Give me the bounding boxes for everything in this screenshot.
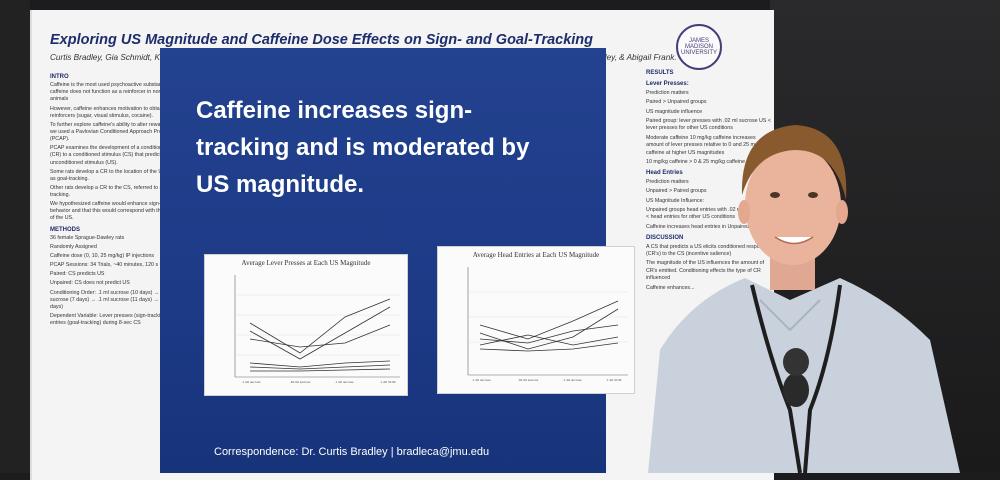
x-tick: .1 ml sucrose <box>335 380 354 384</box>
x-tick: .02 ml sucrose <box>518 378 539 382</box>
series-line <box>479 308 619 350</box>
right_column-bullet: Prediction matters <box>646 89 689 96</box>
left_column-bullet: Dependent Variable: Lever presses (sign-… <box>50 312 192 327</box>
right_column-section-header: Head Entries <box>646 170 683 177</box>
right_column-section-header: DISCUSSION <box>646 235 684 242</box>
right_column-bullet: 10 mg/kg caffeine > 0 & 25 mg/kg caffein… <box>646 159 745 166</box>
series-line <box>479 300 619 340</box>
wall-left <box>0 0 30 473</box>
series-line <box>249 364 391 370</box>
series-line <box>479 334 619 346</box>
right_column-bullet: Prediction matters <box>646 178 689 185</box>
right_column-bullet: Caffeine increases head entries in Unpai… <box>646 223 767 230</box>
x-tick: .1 ml SCM <box>606 378 622 382</box>
poster-title: Exploring US Magnitude and Caffeine Dose… <box>50 32 594 48</box>
x-tick: .1 ml sucrose <box>472 378 491 382</box>
right_column-section-header: RESULTS <box>646 70 674 76</box>
head-entry-chart: Average Head Entries at Each US Magnitud… <box>437 246 635 394</box>
left_column-bullet: Conditioning Order: .1 ml sucrose (10 da… <box>50 289 192 310</box>
series-line <box>249 298 391 354</box>
series-line <box>249 324 391 348</box>
left_column-bullet: Caffeine dose (0, 10, 25 mg/kg) IP injec… <box>50 253 155 259</box>
wall-right <box>770 0 1000 473</box>
lever-press-chart: Average Lever Presses at Each US Magnitu… <box>204 254 408 396</box>
poster-right-column: RESULTS Lever Presses: Prediction matters P… <box>646 66 774 294</box>
series-line <box>250 368 391 372</box>
right_column-bullet: A CS that predicts a US elicits conditio… <box>646 243 771 258</box>
left_column-bullet: To further explore caffeine's ability to… <box>50 121 187 143</box>
x-tick: .1 ml sucrose <box>242 380 261 384</box>
left_column-bullet: However, caffeine enhances motivation to… <box>50 105 178 119</box>
left_column-bullet: We hypothesized caffeine would enhance s… <box>50 201 190 222</box>
right_column-bullet: US magnitude influence <box>646 108 703 115</box>
series-line <box>249 306 391 360</box>
chart-title: Average Head Entries at Each US Magnitud… <box>472 251 600 259</box>
right_column-bullet: Paired group: lever presses with .02 ml … <box>646 118 771 132</box>
seal-text: JAMES MADISON UNIVERSITY <box>680 38 717 56</box>
poster-headline: Caffeine increases sign-tracking and is … <box>196 97 530 199</box>
series-line <box>249 360 391 368</box>
series-line <box>479 342 619 352</box>
left_column-bullet: Unpaired: CS does not predict US <box>50 280 130 287</box>
right_column-bullet: The magnitude of the US influences the a… <box>646 260 765 282</box>
x-tick: .02 ml sucrose <box>290 380 311 384</box>
right_column-bullet: Unpaired groups head entries with .02 ml… <box>646 207 772 221</box>
right_column-bullet: US Magnitude Influence: <box>646 197 705 204</box>
x-tick: .1 ml sucrose <box>563 378 582 382</box>
chart-title: Average Lever Presses at Each US Magnitu… <box>241 259 371 267</box>
lever-press-plot: .1 ml sucrose .02 ml sucrose .1 ml sucro… <box>234 275 400 384</box>
left_column-bullet: 36 female Sprague-Dawley rats <box>50 234 125 241</box>
poster-left-column: INTRO Caffeine is the most used psychoact… <box>50 70 195 329</box>
left_column-bullet: PCAP Sessions: 34 Trials, ~40 minutes, 1… <box>50 262 166 269</box>
left_column-bullet: Randomly Assigned <box>50 243 97 250</box>
left_column-bullet: Some rats develop a CR to the location o… <box>50 168 194 182</box>
right_column-bullet: Caffeine enhances... <box>646 284 695 291</box>
chart-caption <box>437 394 635 434</box>
right_column-section-header: Lever Presses: <box>646 81 689 88</box>
chart-caption <box>204 396 408 436</box>
right_column-bullet: Moderate caffeine 10 mg/kg caffeine incr… <box>646 134 765 156</box>
right_column-bullet: Paired > Unpaired groups <box>646 99 707 106</box>
left_column-section-header: INTRO <box>50 74 69 80</box>
left_column-section-header: METHODS <box>50 226 80 233</box>
left_column-bullet: PCAP examines the development of a condi… <box>50 145 192 166</box>
series-line <box>479 324 619 344</box>
university-seal: JAMES MADISON UNIVERSITY <box>676 24 722 70</box>
correspondence-line: Correspondence: Dr. Curtis Bradley | bra… <box>214 446 490 458</box>
left_column-bullet: Other rats develop a CR to the CS, refer… <box>50 184 179 199</box>
head-entry-plot: .1 ml sucrose .02 ml sucrose .1 ml sucro… <box>467 267 628 382</box>
x-tick: .1 ml SCM <box>380 380 396 384</box>
left_column-bullet: Paired: CS predicts US <box>50 271 105 278</box>
left_column-bullet: Caffeine is the most used psychoactive s… <box>50 82 180 103</box>
right_column-bullet: Unpaired > Paired groups <box>646 188 707 195</box>
